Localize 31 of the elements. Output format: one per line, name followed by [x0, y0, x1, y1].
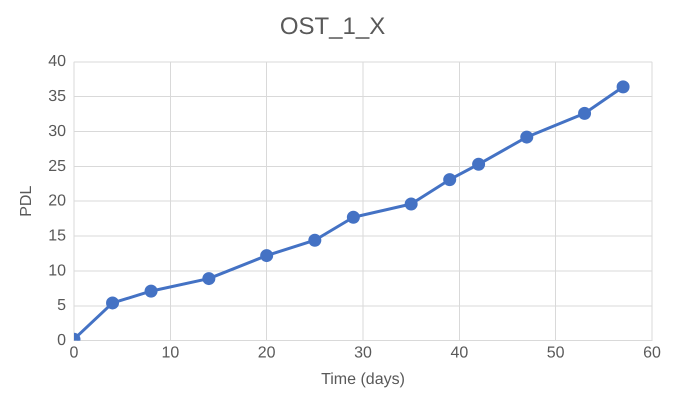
y-tick-label: 0 — [57, 332, 66, 350]
point — [308, 234, 322, 247]
y-tick-label: 15 — [48, 227, 66, 244]
x-tick-label: 10 — [161, 344, 180, 362]
x-tick-label: 30 — [354, 344, 372, 362]
point — [144, 284, 158, 298]
point — [520, 130, 534, 144]
y-tick-label: 10 — [48, 262, 66, 280]
x-tick-label: 0 — [70, 344, 79, 362]
x-tick-label: 40 — [450, 344, 468, 362]
point — [404, 197, 418, 210]
chart-title: OST_1_X — [280, 13, 386, 40]
y-tick-label: 20 — [48, 192, 66, 210]
point — [472, 158, 486, 171]
x-tick-label: 60 — [643, 344, 661, 362]
point — [346, 210, 360, 224]
x-tick-label: 20 — [258, 344, 276, 362]
y-tick-label: 5 — [57, 297, 66, 314]
point — [443, 173, 456, 186]
x-axis-title: Time (days) — [321, 370, 405, 388]
y-tick-label: 40 — [48, 53, 66, 70]
point — [616, 80, 630, 94]
point — [578, 106, 592, 120]
y-axis-title: PDL — [18, 186, 36, 217]
y-tick-label: 35 — [48, 88, 66, 106]
y-tick-label: 30 — [48, 122, 66, 140]
point — [260, 249, 274, 262]
point — [106, 296, 120, 310]
x-tick-label: 50 — [546, 344, 565, 362]
y-tick-label: 25 — [48, 158, 66, 175]
point — [202, 272, 216, 286]
